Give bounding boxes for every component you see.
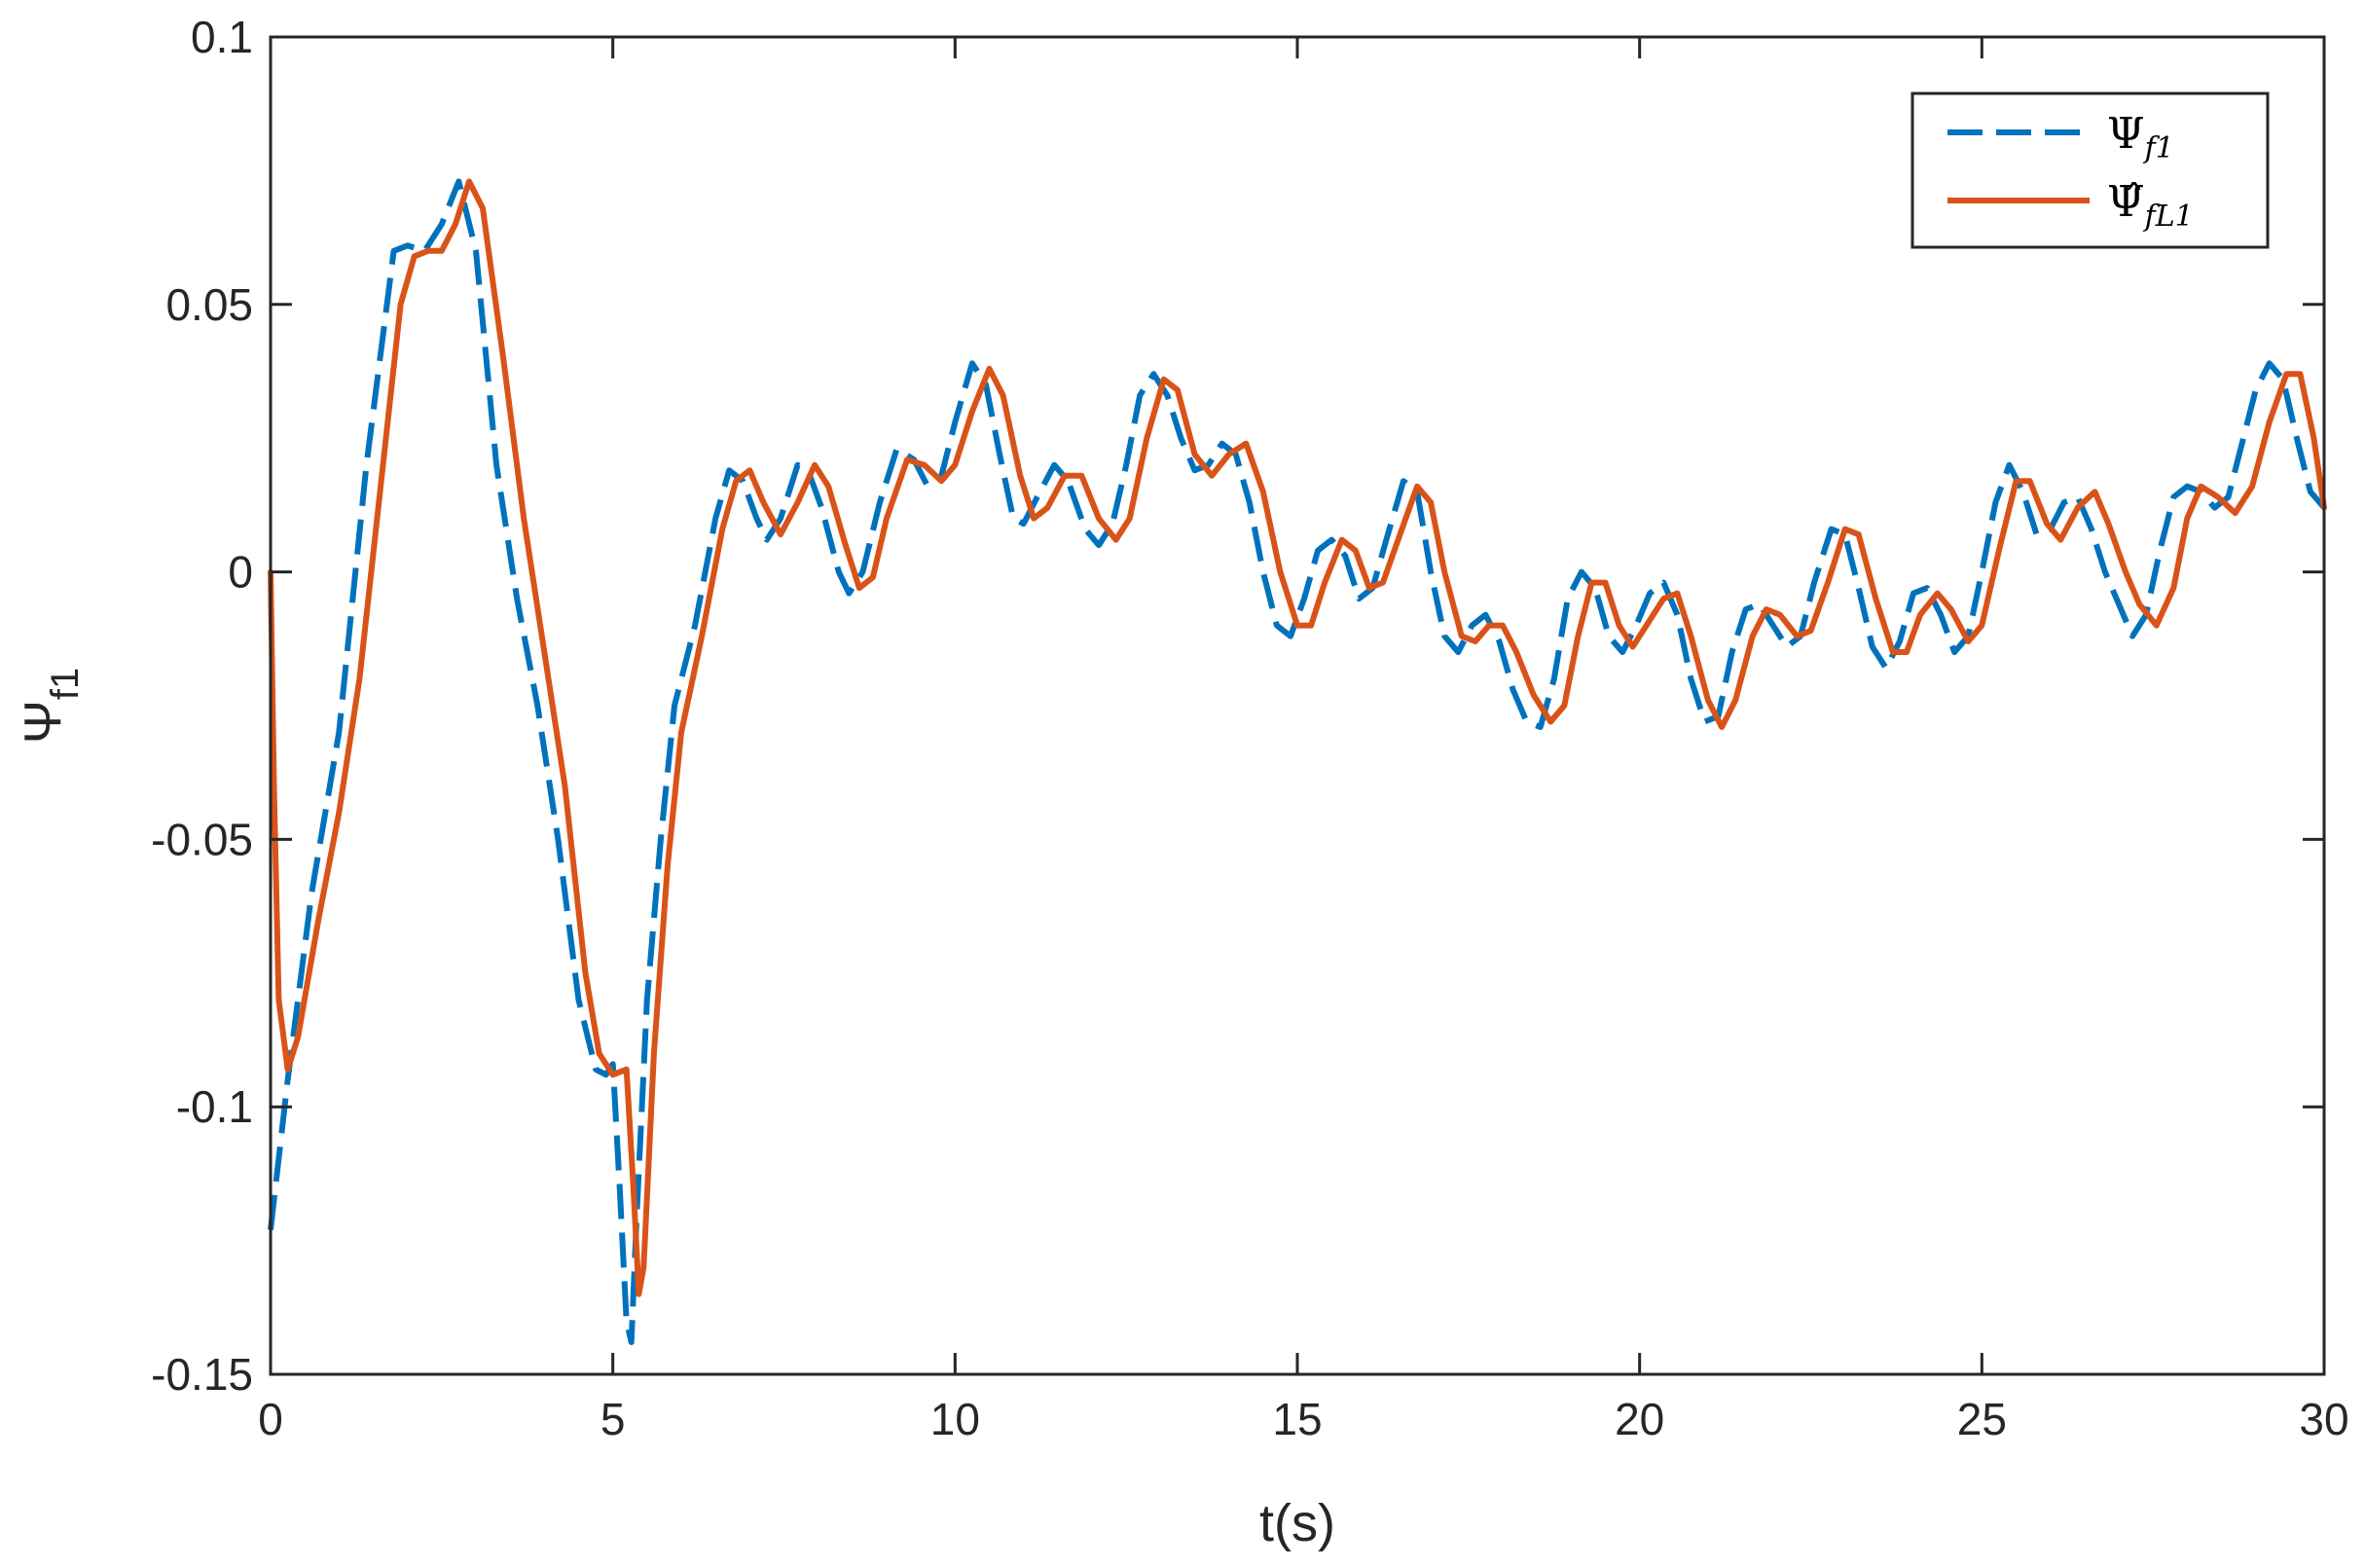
- y-axis-title-symbol: Ψ: [14, 700, 72, 744]
- y-tick-label: 0.1: [191, 12, 253, 62]
- series-line-1: [268, 178, 2327, 1345]
- y-axis-title: Ψf1: [14, 668, 87, 744]
- legend-label-1: Ψf1: [2107, 109, 2174, 165]
- y-tick-label: -0.05: [151, 814, 253, 864]
- series-line-2: [268, 178, 2327, 1297]
- legend-symbol: Ψ: [2107, 109, 2145, 159]
- legend-box: [1910, 91, 2270, 249]
- legend-subscript: f1: [2143, 131, 2174, 165]
- legend-label-2: Ψ̂fL1: [2107, 177, 2194, 234]
- y-tick-label: -0.1: [176, 1081, 253, 1132]
- series-layer: [268, 178, 2327, 1345]
- x-tick-label: 5: [600, 1394, 626, 1444]
- y-axis-title-subscript: f1: [44, 668, 87, 700]
- x-tick-label: 10: [930, 1394, 980, 1444]
- y-tick-label: 0.05: [165, 279, 253, 330]
- x-tick-label: 30: [2299, 1394, 2348, 1444]
- legend-subscript: fL1: [2143, 200, 2194, 234]
- x-tick-label: 15: [1272, 1394, 1322, 1444]
- x-tick-label: 20: [1615, 1394, 1664, 1444]
- x-tick-label: 25: [1957, 1394, 2007, 1444]
- y-tick-label: 0: [228, 547, 253, 598]
- axes-layer: 0 5 10 15 20 25 30 -0.15 -0.1 -0.05 0 0.05 0.1 t(s) Ψf…: [14, 12, 2349, 1552]
- legend: Ψf1 Ψ̂fL1: [1910, 91, 2270, 249]
- y-tick-label: -0.15: [151, 1349, 253, 1400]
- x-tick-label: 0: [258, 1394, 283, 1444]
- legend-symbol: Ψ̂: [2107, 177, 2145, 227]
- x-axis-title: t(s): [1259, 1494, 1335, 1552]
